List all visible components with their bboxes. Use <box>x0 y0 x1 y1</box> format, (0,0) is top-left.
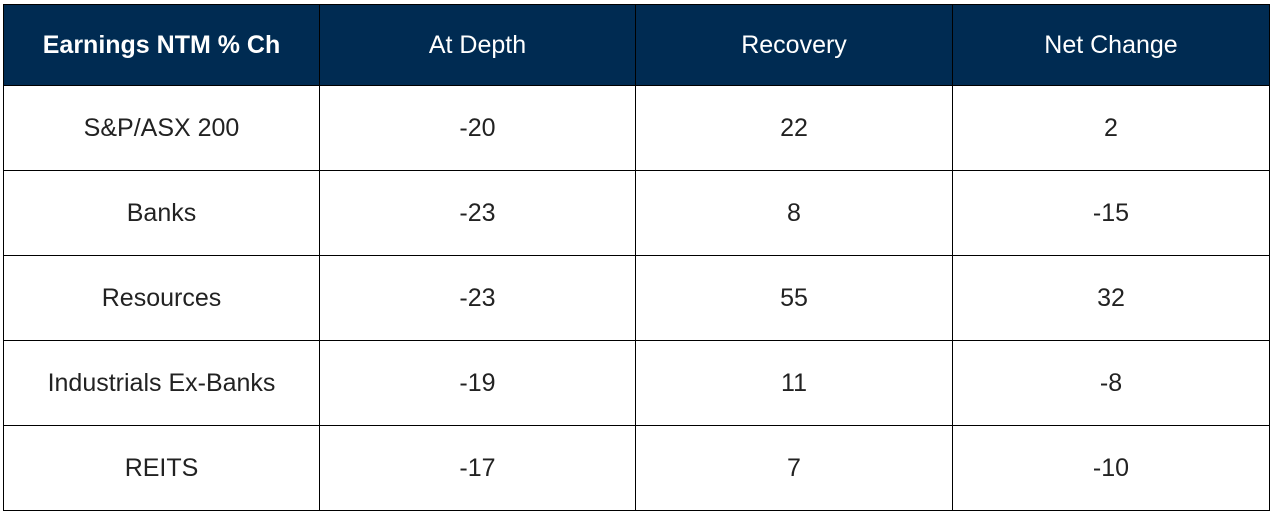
cell-net-change: -15 <box>952 170 1270 256</box>
cell-net-change: -10 <box>952 425 1270 511</box>
table-header-row: Earnings NTM % Ch At Depth Recovery Net … <box>3 4 1270 86</box>
row-label: S&P/ASX 200 <box>3 85 320 171</box>
cell-recovery: 22 <box>635 85 953 171</box>
column-header-metric: Earnings NTM % Ch <box>3 4 320 86</box>
cell-net-change: -8 <box>952 340 1270 426</box>
cell-at-depth: -23 <box>319 255 636 341</box>
column-header-at-depth: At Depth <box>319 4 636 86</box>
table-row: Industrials Ex-Banks -19 11 -8 <box>3 340 1270 426</box>
column-header-recovery: Recovery <box>635 4 953 86</box>
row-label: REITS <box>3 425 320 511</box>
row-label: Banks <box>3 170 320 256</box>
cell-net-change: 32 <box>952 255 1270 341</box>
column-header-net-change: Net Change <box>952 4 1270 86</box>
table-row: Resources -23 55 32 <box>3 255 1270 341</box>
cell-at-depth: -20 <box>319 85 636 171</box>
cell-at-depth: -23 <box>319 170 636 256</box>
cell-at-depth: -17 <box>319 425 636 511</box>
cell-recovery: 55 <box>635 255 953 341</box>
earnings-table: Earnings NTM % Ch At Depth Recovery Net … <box>3 4 1270 511</box>
row-label: Resources <box>3 255 320 341</box>
cell-recovery: 8 <box>635 170 953 256</box>
table-row: REITS -17 7 -10 <box>3 425 1270 511</box>
table-row: Banks -23 8 -15 <box>3 170 1270 256</box>
earnings-table-container: Earnings NTM % Ch At Depth Recovery Net … <box>3 4 1270 511</box>
cell-recovery: 7 <box>635 425 953 511</box>
cell-at-depth: -19 <box>319 340 636 426</box>
cell-net-change: 2 <box>952 85 1270 171</box>
table-row: S&P/ASX 200 -20 22 2 <box>3 85 1270 171</box>
row-label: Industrials Ex-Banks <box>3 340 320 426</box>
cell-recovery: 11 <box>635 340 953 426</box>
